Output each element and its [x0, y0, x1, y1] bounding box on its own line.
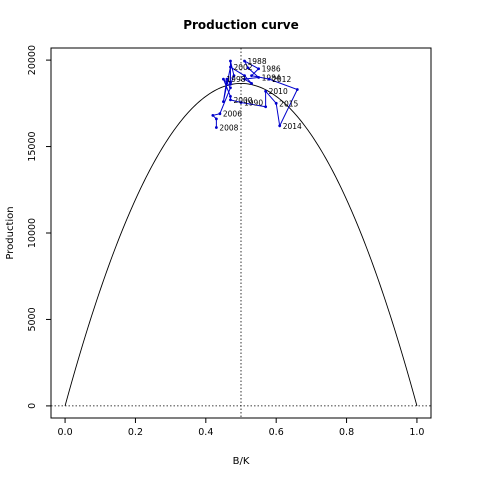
x-tick-label: 0.4: [198, 427, 213, 438]
data-point: [229, 65, 232, 69]
data-point: [295, 88, 299, 91]
data-point: [222, 77, 225, 81]
data-point: [257, 75, 260, 79]
year-label: 1986: [262, 65, 281, 74]
y-tick-label: 15000: [27, 131, 38, 161]
data-point: [214, 126, 218, 129]
data-point: [232, 74, 236, 78]
data-point: [250, 74, 253, 78]
x-axis-label: B/K: [233, 456, 250, 467]
year-label: 1984: [262, 73, 281, 82]
data-point: [222, 100, 225, 103]
data-point: [229, 86, 232, 90]
y-tick-label: 10000: [27, 218, 38, 248]
year-label: 1990: [244, 98, 263, 107]
year-label: 2012: [272, 75, 291, 84]
data-point: [264, 105, 268, 109]
data-point: [229, 98, 232, 102]
data-point: [225, 77, 229, 81]
production-curve-line: [64, 82, 418, 407]
x-tick-label: 1.0: [409, 427, 424, 438]
year-label: 2000: [233, 96, 252, 105]
y-tick-label: 20000: [27, 45, 38, 75]
x-tick-label: 0.0: [58, 427, 73, 438]
year-label: 2008: [219, 124, 238, 133]
data-point: [243, 74, 246, 78]
x-tick-label: 0.8: [339, 427, 354, 438]
data-point: [229, 81, 232, 84]
plot-area: 0.0 0.2 0.4 0.6 0.8 1.0 0 5000 10000 15000 20000 20…: [27, 45, 432, 438]
x-tick-label: 0.2: [128, 427, 143, 438]
data-point: [243, 59, 246, 63]
data-point: [218, 112, 222, 116]
year-label: 2002: [233, 63, 252, 72]
year-label: 2006: [223, 110, 242, 119]
data-point: [239, 101, 243, 104]
data-point: [243, 77, 246, 81]
year-label: 2014: [283, 122, 302, 131]
y-tick-label: 5000: [27, 307, 38, 331]
data-point: [267, 77, 271, 81]
data-point: [278, 124, 282, 128]
year-label: 2015: [279, 99, 298, 108]
data-point: [229, 95, 232, 98]
data-point: [229, 59, 232, 63]
year-label: 1998: [226, 75, 245, 84]
year-label: 2010: [269, 87, 288, 96]
data-point: [246, 66, 250, 70]
data-point: [225, 81, 229, 84]
data-point: [274, 101, 278, 105]
data-point: [214, 117, 218, 121]
x-tick-label: 0.6: [269, 427, 284, 438]
data-point: [264, 89, 268, 93]
data-point: [250, 82, 253, 85]
data-point: [257, 67, 260, 71]
year-label: 1988: [248, 57, 267, 66]
y-axis-label: Production: [5, 206, 16, 259]
y-tick-label: 0: [27, 403, 38, 409]
data-point: [211, 114, 215, 117]
chart-title: Production curve: [183, 18, 299, 32]
